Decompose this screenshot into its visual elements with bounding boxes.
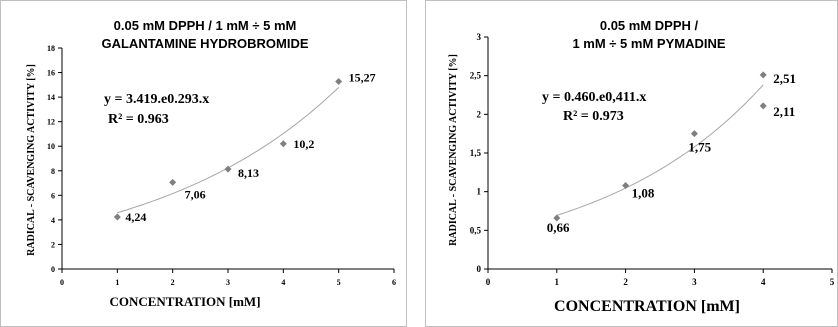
data-point bbox=[759, 71, 767, 79]
data-point bbox=[622, 181, 630, 189]
data-label: 4,24 bbox=[125, 210, 146, 224]
x-tick-label: 1 bbox=[555, 277, 560, 287]
y-tick-label: 6 bbox=[51, 191, 55, 200]
data-point bbox=[224, 165, 232, 173]
y-tick-label: 3 bbox=[477, 32, 482, 42]
chart-pymadine-svg: 0.05 mM DPPH / 1 mM ÷ 5 mM PYMADINE CONC… bbox=[425, 0, 838, 327]
x-axis-label: CONCENTRATION [mM] bbox=[109, 294, 260, 309]
x-tick-label: 2 bbox=[171, 278, 175, 287]
y-tick-label: 12 bbox=[47, 118, 55, 127]
chart-galantamine-svg: 0.05 mM DPPH / 1 mM ÷ 5 mM GALANTAMINE H… bbox=[0, 0, 407, 327]
y-axis-label: RADICAL - SCAVENGING ACTIVITY [%] bbox=[448, 54, 459, 246]
y-tick-label: 4 bbox=[51, 216, 55, 225]
data-point bbox=[335, 78, 343, 86]
y-axis-label: RADICAL - SCAVENGING ACTIVITY [%] bbox=[26, 64, 37, 256]
chart-title-line-1: 0.05 mM DPPH / 1 mM ÷ 5 mM bbox=[114, 18, 297, 33]
x-tick-label: 5 bbox=[337, 278, 341, 287]
trend-equation: y = 3.419.e0.293.x bbox=[104, 92, 209, 107]
trend-r-squared: R² = 0.973 bbox=[563, 109, 624, 124]
x-tick-label: 3 bbox=[226, 278, 230, 287]
data-label: 10,2 bbox=[293, 137, 314, 151]
y-tick-label: 10 bbox=[47, 142, 55, 151]
trend-equation: y = 0.460.e0,411.x bbox=[542, 90, 646, 105]
data-point bbox=[690, 130, 698, 138]
x-axis-label: CONCENTRATION [mM] bbox=[554, 298, 740, 315]
chart-title-line-1: 0.05 mM DPPH / bbox=[600, 18, 699, 33]
x-tick-label: 5 bbox=[830, 277, 835, 287]
x-tick-label: 0 bbox=[60, 278, 64, 287]
x-tick-label: 1 bbox=[115, 278, 119, 287]
y-tick-label: 8 bbox=[51, 167, 55, 176]
y-tick-label: 2 bbox=[51, 240, 55, 249]
data-label: 1,08 bbox=[632, 185, 655, 200]
trendline bbox=[556, 84, 764, 216]
chart-marks: 0 0,5 1 1,5 2 2,5 3 0 1 2 3 4 5 0,66 1,08 1,75 2,11 2,51 bbox=[470, 32, 835, 287]
chart-title-line-2: 1 mM ÷ 5 mM PYMADINE bbox=[572, 36, 725, 51]
x-tick-label: 0 bbox=[486, 277, 491, 287]
data-label: 1,75 bbox=[688, 140, 711, 155]
y-tick-label: 2 bbox=[477, 109, 482, 119]
data-label: 2,51 bbox=[773, 71, 796, 86]
x-tick-label: 4 bbox=[281, 278, 285, 287]
data-label: 8,13 bbox=[238, 166, 259, 180]
data-label: 2,11 bbox=[773, 104, 795, 119]
y-tick-label: 2,5 bbox=[470, 71, 482, 81]
y-tick-label: 0 bbox=[51, 265, 55, 274]
data-point bbox=[279, 140, 287, 148]
x-tick-label: 3 bbox=[692, 277, 697, 287]
y-tick-label: 14 bbox=[47, 93, 55, 102]
data-label: 7,06 bbox=[185, 187, 206, 201]
data-point bbox=[553, 214, 561, 222]
x-tick-label: 4 bbox=[761, 277, 766, 287]
y-tick-label: 18 bbox=[47, 44, 55, 53]
x-tick-label: 6 bbox=[392, 278, 396, 287]
data-point bbox=[113, 213, 121, 221]
chart-galantamine: 0.05 mM DPPH / 1 mM ÷ 5 mM GALANTAMINE H… bbox=[0, 0, 407, 327]
trend-r-squared: R² = 0.963 bbox=[108, 112, 169, 127]
data-point bbox=[759, 102, 767, 110]
data-label: 0,66 bbox=[547, 220, 570, 235]
data-point bbox=[169, 178, 177, 186]
y-tick-label: 0 bbox=[477, 264, 482, 274]
y-tick-label: 16 bbox=[47, 69, 55, 78]
data-label: 15,27 bbox=[349, 71, 376, 85]
chart-title-line-2: GALANTAMINE HYDROBROMIDE bbox=[101, 36, 308, 51]
y-tick-label: 0,5 bbox=[470, 225, 482, 235]
chart-pymadine: 0.05 mM DPPH / 1 mM ÷ 5 mM PYMADINE CONC… bbox=[425, 0, 838, 327]
y-tick-label: 1 bbox=[477, 187, 482, 197]
x-tick-label: 2 bbox=[623, 277, 628, 287]
y-tick-label: 1,5 bbox=[470, 148, 482, 158]
